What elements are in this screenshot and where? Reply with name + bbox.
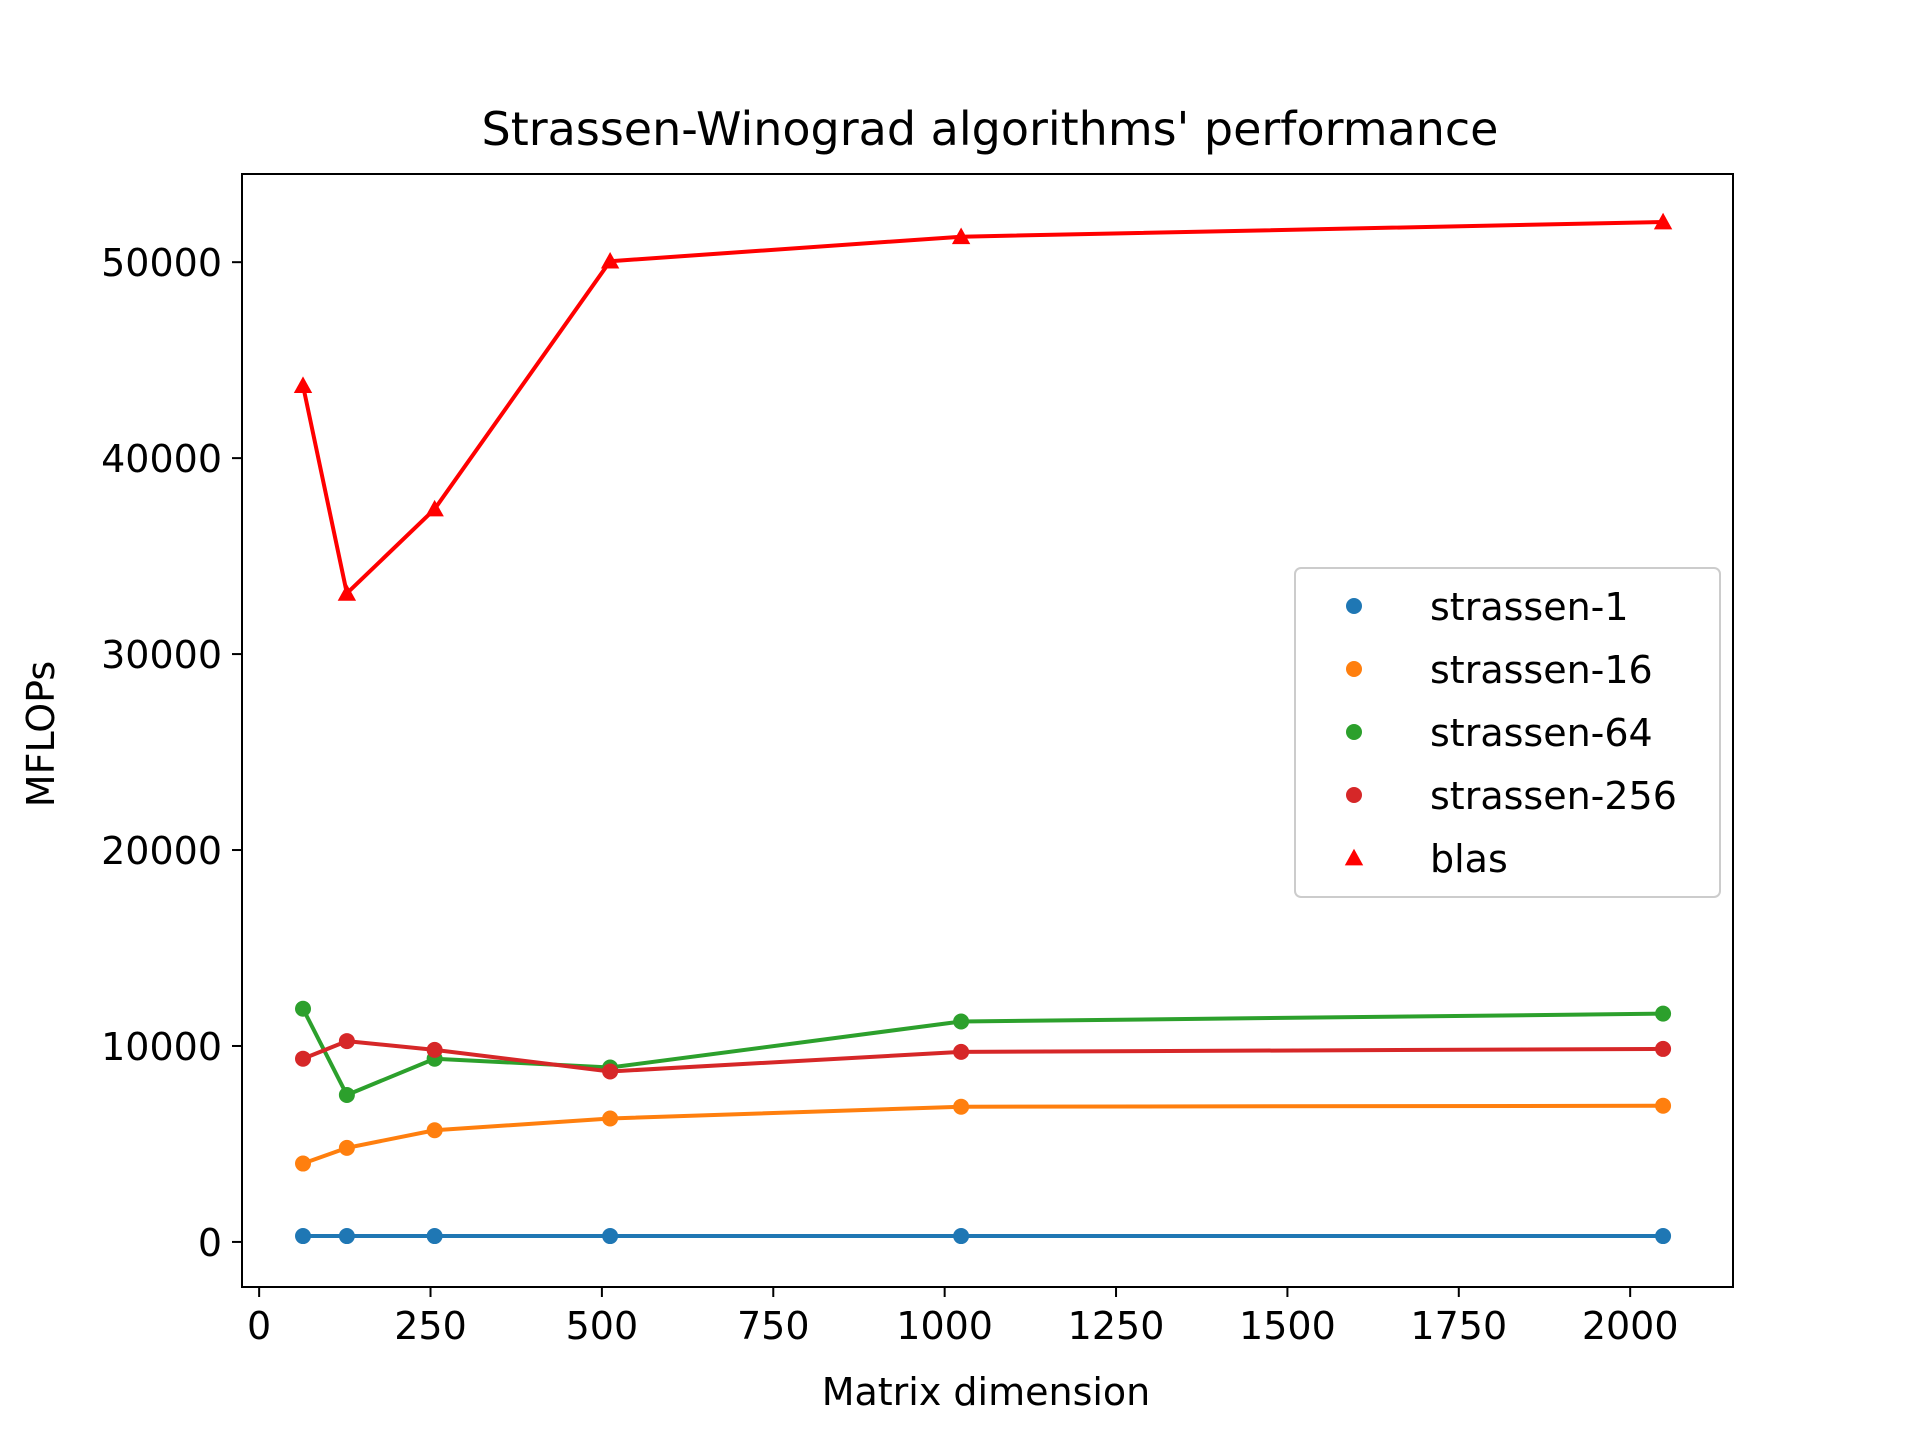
legend-marker (1346, 724, 1362, 740)
data-point (338, 1086, 355, 1103)
data-point (600, 251, 620, 269)
x-tick-label: 1750 (1410, 1304, 1507, 1348)
legend: strassen-1 strassen-16 strassen-64 strassen… (1294, 567, 1721, 898)
data-point (426, 1041, 443, 1058)
data-point (426, 1228, 443, 1245)
legend-item: strassen-256 (1346, 774, 1677, 818)
x-tick-label: 1000 (896, 1304, 993, 1348)
x-axis-label: Matrix dimension (822, 1370, 1151, 1414)
plot-frame (241, 173, 1734, 1288)
data-point (602, 1110, 619, 1127)
y-tick-label: 10000 (101, 1025, 222, 1069)
data-point (295, 1050, 312, 1067)
data-point (425, 499, 444, 517)
series-strassen-64 (295, 1000, 1672, 1103)
data-point (337, 584, 357, 601)
data-point (602, 1063, 619, 1080)
legend-label: strassen-256 (1430, 774, 1677, 818)
data-point (293, 376, 313, 393)
series-strassen-16 (295, 1097, 1672, 1172)
y-tick-label: 50000 (101, 241, 222, 285)
y-tick-label: 20000 (101, 829, 222, 873)
x-tick-label: 0 (247, 1304, 271, 1348)
series-line (301, 220, 1664, 596)
x-tick-label: 500 (566, 1304, 639, 1348)
plot-series (293, 212, 1673, 1245)
data-point (1655, 1228, 1672, 1245)
legend-item: strassen-1 (1346, 585, 1629, 629)
legend-marker (1344, 848, 1364, 866)
legend-marker (1346, 787, 1362, 803)
data-point (1655, 1040, 1672, 1057)
chart-title: Strassen-Winograd algorithms' performanc… (482, 102, 1499, 156)
legend-label: strassen-1 (1430, 585, 1629, 629)
legend-marker (1346, 598, 1362, 614)
data-point (953, 1228, 970, 1245)
y-tick-label: 40000 (101, 437, 222, 481)
x-tick-label: 2000 (1582, 1304, 1679, 1348)
legend-label: strassen-16 (1430, 648, 1653, 692)
series-line (301, 1007, 1664, 1097)
series-strassen-1 (295, 1228, 1672, 1245)
y-tick-label: 0 (198, 1221, 222, 1265)
x-tick-label: 750 (737, 1304, 810, 1348)
data-point (602, 1228, 619, 1245)
data-point (1655, 1005, 1672, 1022)
series-strassen-256 (295, 1033, 1672, 1080)
legend-item: strassen-16 (1346, 648, 1653, 692)
data-point (338, 1228, 355, 1245)
axis-ticks: 0 250 500 750 1000 1250 1500 1750 20000100002000… (101, 241, 1678, 1348)
legend-marker (1346, 661, 1362, 677)
data-point (295, 1155, 312, 1172)
y-tick-label: 30000 (101, 633, 222, 677)
legend-item: strassen-64 (1346, 711, 1653, 755)
series-blas (293, 212, 1673, 601)
y-axis-label: MFLOPs (19, 661, 63, 807)
legend-label: blas (1430, 837, 1508, 881)
data-point (338, 1139, 355, 1156)
data-point (951, 227, 971, 245)
legend-box (1294, 567, 1721, 898)
data-point (953, 1043, 970, 1060)
data-point (338, 1033, 355, 1050)
x-tick-label: 1250 (1068, 1304, 1165, 1348)
data-point (953, 1098, 970, 1115)
x-tick-label: 250 (394, 1304, 467, 1348)
data-point (1655, 1097, 1672, 1114)
data-point (953, 1013, 970, 1030)
legend-label: strassen-64 (1430, 711, 1653, 755)
data-point (295, 1000, 312, 1017)
legend-item: blas (1344, 837, 1508, 881)
data-point (426, 1122, 443, 1139)
data-point (1653, 212, 1673, 230)
x-tick-label: 1500 (1239, 1304, 1336, 1348)
data-point (295, 1228, 312, 1245)
